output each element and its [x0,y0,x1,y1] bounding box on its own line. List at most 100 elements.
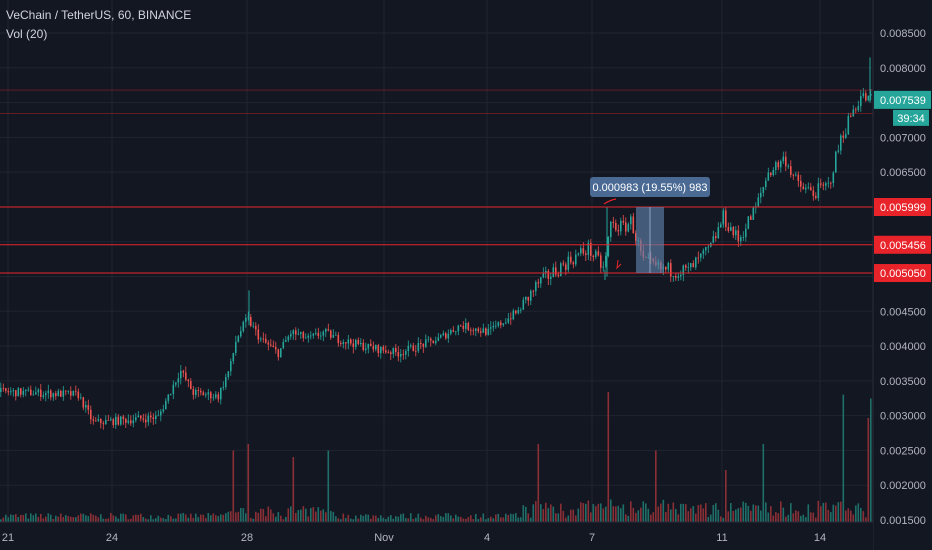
candle-body [352,343,355,348]
candle-body [747,216,750,229]
candle-body [190,381,192,390]
volume-bar [552,506,555,522]
volume-bar [512,514,515,522]
candle-body [160,411,162,416]
volume-bar [580,502,582,522]
volume-bar [202,514,205,522]
candle-body [370,343,372,347]
candle-body [870,93,872,96]
volume-bar [240,507,242,522]
volume-bar [277,512,280,522]
candle-body [492,325,495,328]
y-tick-label: 0.003500 [880,376,926,388]
volume-bar [627,515,630,522]
candle-body [480,331,482,333]
volume-bar [55,515,57,522]
volume-bar [507,514,510,522]
candle-body [795,174,797,176]
candle-body [315,332,317,334]
volume-bar [417,513,420,522]
candle-body [302,332,305,339]
candle-body [122,416,125,419]
candle-body [512,310,515,320]
candle-body [830,182,832,184]
volume-bar [870,398,872,522]
countdown-tag [893,109,929,126]
y-tick-label: 0.004500 [880,306,926,318]
volume-bar [185,514,187,522]
candle-body [227,371,230,378]
candle-body [862,93,865,97]
volume-bar [510,513,512,522]
volume-bar [135,514,137,522]
volume-bar [137,514,140,522]
candle-body [452,330,455,332]
candle-body [672,276,675,277]
volume-bar [260,508,262,522]
volume-bar [517,517,520,522]
volume-bar [460,516,462,522]
volume-bar [762,444,765,522]
candle-body [137,415,140,418]
volume-bar [815,517,817,522]
candle-body [475,328,477,331]
volume-bar [180,513,182,522]
candle-body [360,342,362,345]
candle-body [85,405,87,408]
candle-body [257,329,260,340]
candle-body [337,334,340,343]
candle-body [845,134,847,138]
volume-bar [305,508,307,522]
volume-bar [450,515,452,522]
annotation-mark [603,198,617,205]
time-axis[interactable] [0,523,873,550]
volume-bar [167,514,170,522]
candle-body [807,187,810,189]
volume-bar [567,515,570,522]
volume-bar [220,514,222,522]
volume-bar [25,513,27,522]
candle-body [402,354,405,355]
volume-bar [540,504,542,522]
candle-body [277,349,280,358]
candle-body [255,325,257,330]
candle-body [527,296,530,301]
volume-bar [187,517,190,522]
symbol-title[interactable]: VeChain / TetherUS, 60, BINANCE [6,8,192,22]
volume-bar [325,512,327,522]
candle-body [745,228,747,238]
volume-bar [120,513,122,522]
volume-bar [35,513,37,522]
candle-body [270,344,272,346]
measure-tool[interactable]: 0.000983 (19.55%) 983 [590,177,710,274]
volume-indicator-label[interactable]: Vol (20) [6,27,48,41]
volume-bar [340,519,342,522]
candle-body [142,418,145,420]
volume-bar [97,517,100,522]
candle-body [477,328,480,332]
volume-bar [492,518,495,522]
volume-bar [147,519,150,522]
candle-body [325,329,327,332]
candle-body [687,267,690,268]
y-tick-label: 0.003000 [880,411,926,423]
candle-body [27,389,30,391]
volume-bar [522,505,525,522]
volume-bar [427,517,430,522]
candle-body [415,351,417,352]
candle-body [827,182,830,184]
volume-bar [607,392,610,522]
volume-bar [117,518,120,522]
candle-body [860,96,862,107]
x-tick-label: 11 [716,532,727,544]
candle-body [850,116,852,117]
volume-bar [465,518,467,522]
volume-bar [20,514,22,522]
candle-body [90,409,92,420]
candle-body [272,345,275,348]
volume-bar [637,510,640,522]
candle-body [797,174,800,181]
volume-bar [80,513,82,522]
candle-body [485,328,487,335]
